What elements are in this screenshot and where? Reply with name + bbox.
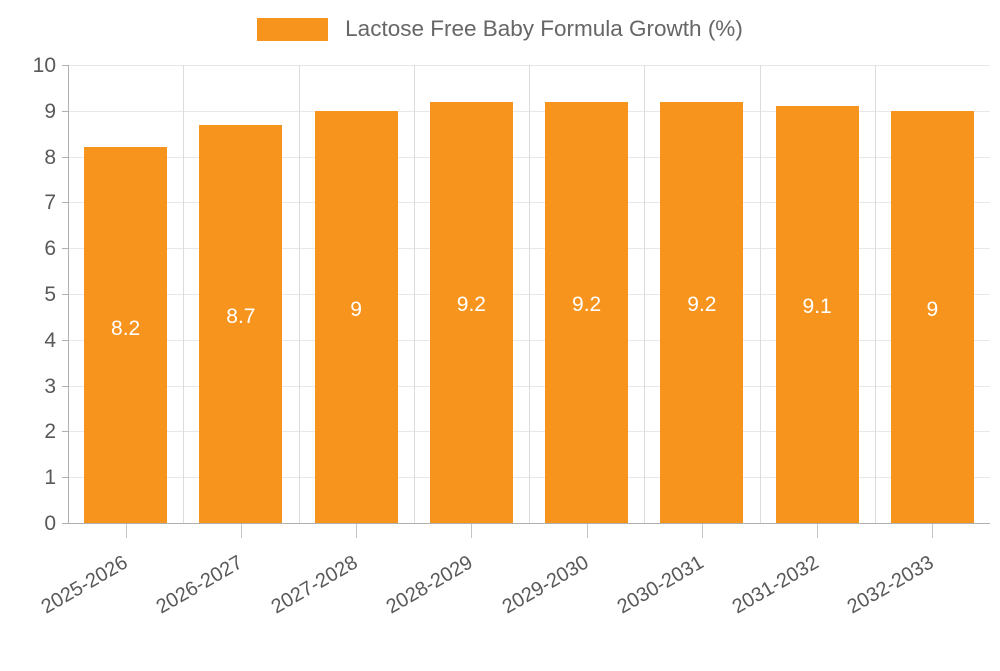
bar[interactable] — [314, 110, 398, 523]
y-axis-tick-mark — [62, 523, 69, 524]
chart-legend: Lactose Free Baby Formula Growth (%) — [0, 12, 1000, 46]
bar[interactable] — [775, 106, 859, 523]
bar-chart: Lactose Free Baby Formula Growth (%) 0 1 2… — [0, 12, 1000, 618]
y-axis-tick-label: 3 — [44, 374, 56, 398]
y-axis-tick-mark — [62, 202, 69, 204]
plot-area: 8.2 8.7 9 9.2 9.2 9.2 9.1 9 — [68, 65, 990, 524]
gridline-vertical — [529, 65, 530, 523]
y-axis-tick-label: 5 — [44, 283, 56, 306]
gridline-vertical — [875, 65, 876, 523]
gridline-vertical — [760, 65, 761, 523]
y-axis-tick-mark — [62, 477, 69, 479]
y-axis-tick-label: 4 — [44, 328, 56, 352]
legend-color-swatch-icon — [257, 17, 329, 41]
y-axis-tick-mark — [62, 431, 69, 433]
y-axis-tick-mark — [62, 248, 69, 250]
bar[interactable] — [890, 110, 974, 523]
bar-value-label: 8.2 — [111, 316, 141, 340]
y-axis-line — [68, 65, 69, 524]
y-axis-tick-label: 1 — [44, 466, 56, 490]
gridline-vertical — [183, 65, 184, 523]
x-axis-tick-mark — [126, 524, 127, 538]
gridline-vertical — [414, 65, 415, 523]
x-axis-tick-mark — [817, 524, 818, 538]
bar[interactable] — [199, 124, 283, 523]
bar[interactable] — [545, 101, 629, 523]
gridline-vertical — [644, 65, 645, 523]
y-axis-tick-label: 2 — [44, 420, 56, 444]
y-axis-tick-label: 7 — [44, 191, 56, 215]
bar-value-label: 9.1 — [802, 295, 832, 319]
y-axis-tick-mark — [62, 110, 69, 112]
y-axis-tick-mark — [62, 294, 69, 295]
bar-value-label: 9.2 — [456, 292, 486, 316]
y-axis-tick-label: 0 — [44, 512, 56, 535]
bar[interactable] — [84, 147, 168, 523]
bar-value-label: 8.7 — [226, 304, 256, 328]
y-axis-tick-label: 9 — [44, 99, 56, 123]
x-axis-tick-mark — [471, 524, 472, 538]
y-axis-tick-label: 8 — [44, 145, 56, 169]
y-axis-tick-mark — [62, 339, 69, 341]
y-axis-tick-label: 6 — [44, 237, 56, 261]
y-axis-tick-label: 10 — [32, 54, 56, 77]
bar-value-label: 9.2 — [572, 292, 602, 316]
x-axis-line — [68, 523, 990, 524]
x-axis-tick-mark — [702, 524, 703, 538]
bar[interactable] — [660, 101, 744, 523]
bar-value-label: 9 — [926, 297, 939, 321]
x-axis-tick-mark — [356, 524, 357, 538]
bar[interactable] — [429, 101, 513, 523]
x-axis-tick-mark — [587, 524, 588, 538]
x-axis-tick-mark — [932, 524, 933, 538]
gridline-vertical — [299, 65, 300, 523]
y-axis-tick-mark — [62, 385, 69, 387]
y-axis-tick-mark — [62, 65, 69, 66]
y-axis-tick-mark — [62, 156, 69, 158]
x-axis-tick-mark — [241, 524, 242, 538]
bar-value-label: 9 — [350, 297, 362, 321]
bar-value-label: 9.2 — [687, 292, 717, 316]
legend-item-series-1[interactable]: Lactose Free Baby Formula Growth (%) — [257, 15, 743, 41]
legend-label: Lactose Free Baby Formula Growth (%) — [345, 15, 743, 41]
